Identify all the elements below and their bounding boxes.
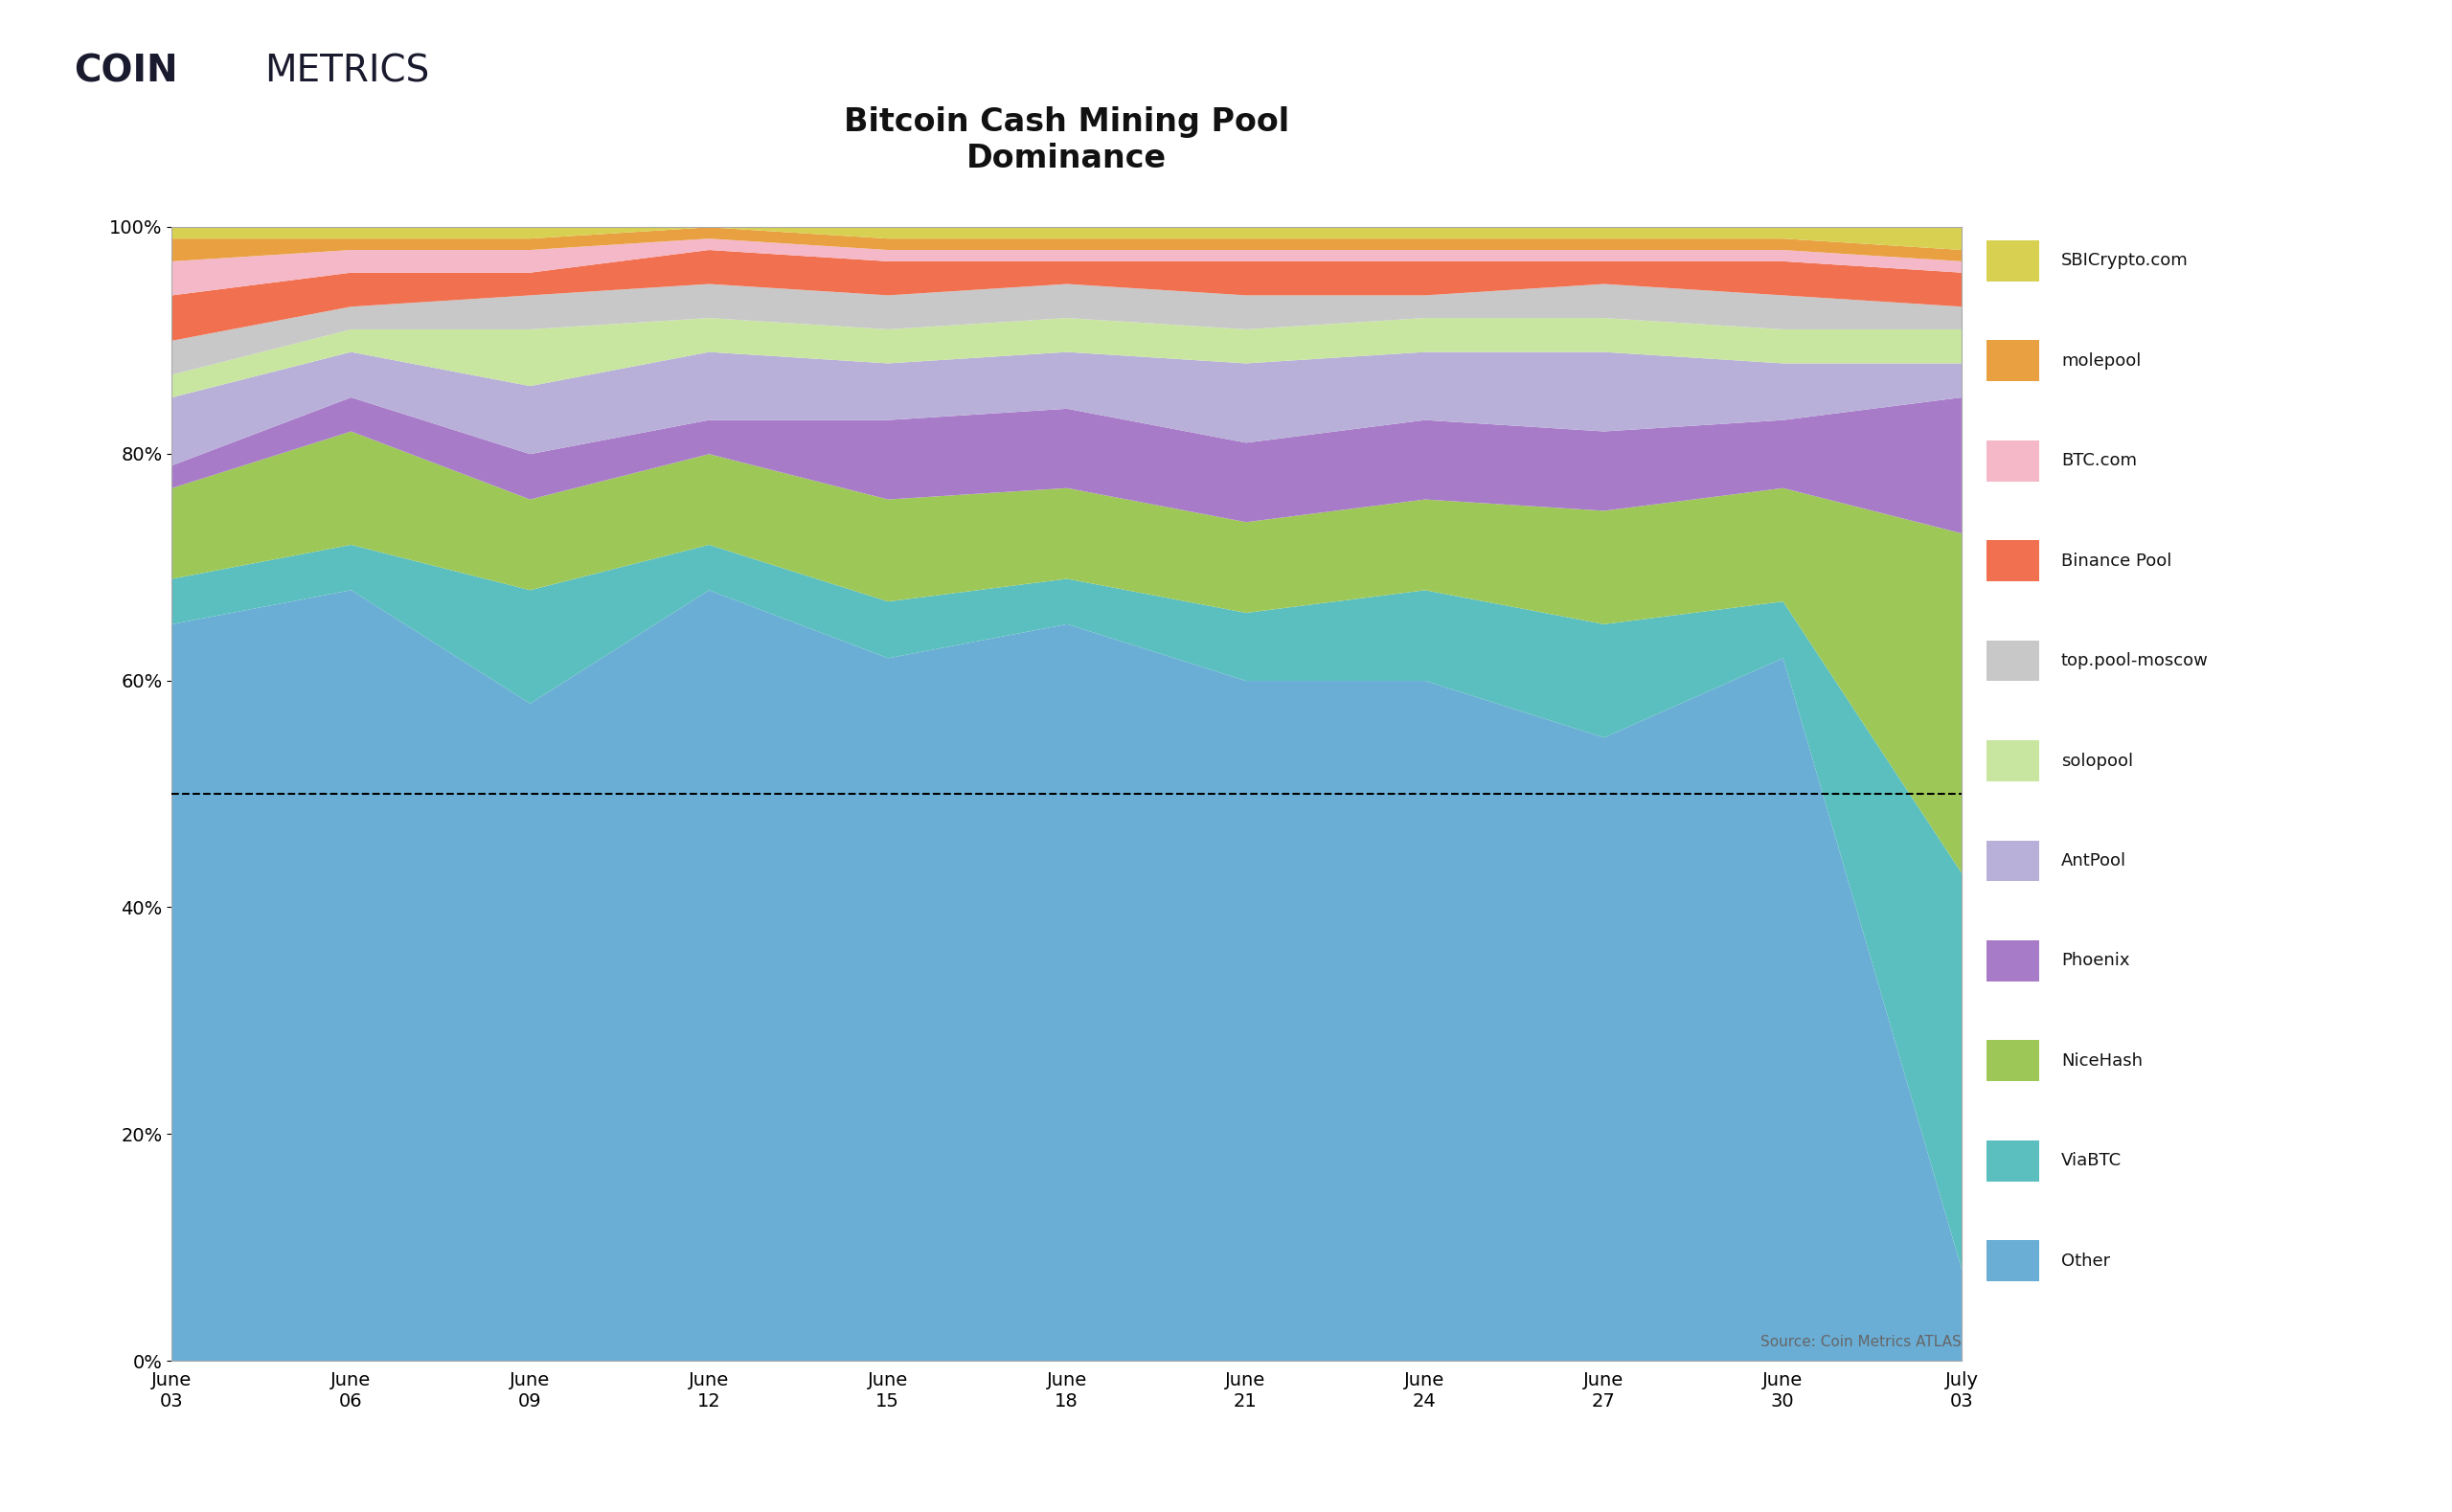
Text: solopool: solopool [2062,751,2133,770]
Text: Other: Other [2062,1252,2111,1270]
Text: NiceHash: NiceHash [2062,1052,2143,1069]
FancyBboxPatch shape [1986,741,2040,782]
FancyBboxPatch shape [1986,1040,2040,1081]
FancyBboxPatch shape [1986,841,2040,881]
FancyBboxPatch shape [1986,641,2040,682]
Text: COIN: COIN [74,53,177,89]
Text: AntPool: AntPool [2062,853,2126,869]
Text: Source: Coin Metrics ATLAS: Source: Coin Metrics ATLAS [1761,1335,1962,1349]
FancyBboxPatch shape [1986,240,2040,281]
FancyBboxPatch shape [1986,1240,2040,1281]
Text: molepool: molepool [2062,352,2141,369]
Text: BTC.com: BTC.com [2062,452,2136,469]
FancyBboxPatch shape [1986,440,2040,481]
Text: Bitcoin Cash Mining Pool
Dominance: Bitcoin Cash Mining Pool Dominance [843,106,1290,174]
Text: ViaBTC: ViaBTC [2062,1152,2121,1169]
Text: SBICrypto.com: SBICrypto.com [2062,253,2187,269]
FancyBboxPatch shape [1986,1140,2040,1181]
Text: top.pool-moscow: top.pool-moscow [2062,652,2209,670]
FancyBboxPatch shape [1986,340,2040,381]
Text: METRICS: METRICS [265,53,429,89]
FancyBboxPatch shape [1986,940,2040,981]
FancyBboxPatch shape [1986,540,2040,581]
Text: Binance Pool: Binance Pool [2062,552,2172,570]
Text: Phoenix: Phoenix [2062,953,2131,969]
